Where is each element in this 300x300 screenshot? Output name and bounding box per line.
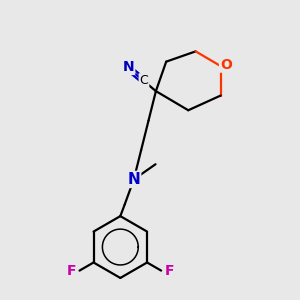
Text: F: F bbox=[165, 264, 174, 278]
Text: O: O bbox=[220, 58, 232, 72]
Text: C: C bbox=[140, 74, 148, 87]
Text: N: N bbox=[128, 172, 140, 187]
Text: F: F bbox=[67, 264, 76, 278]
Text: N: N bbox=[123, 60, 134, 74]
